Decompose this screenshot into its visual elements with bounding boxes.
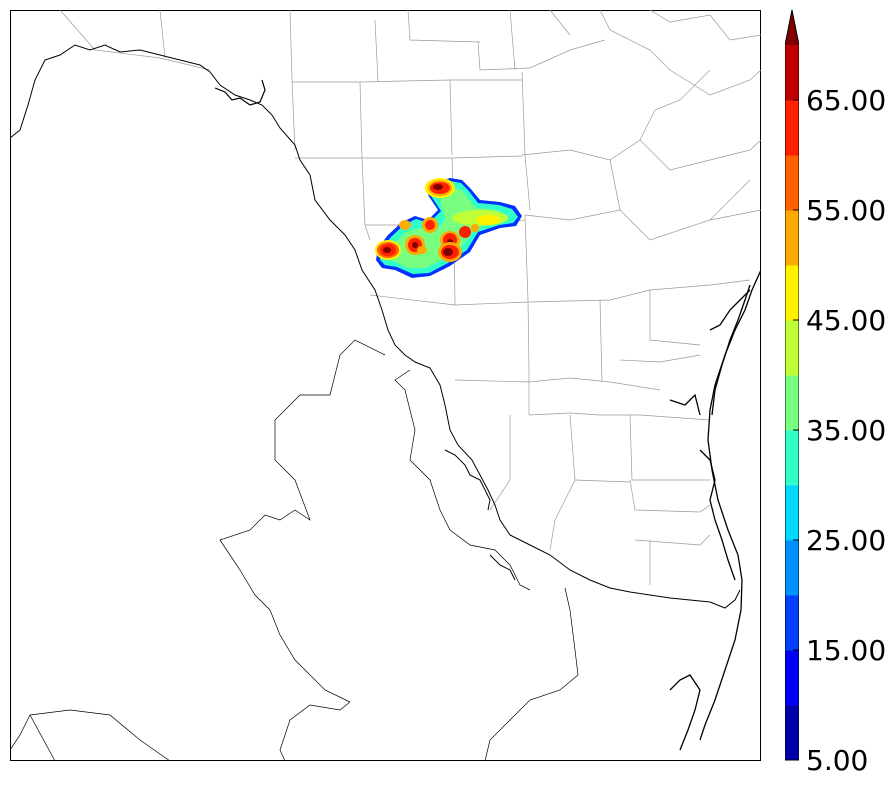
colorbar-segment	[785, 45, 799, 101]
colorbar-segment	[785, 595, 799, 651]
colorbar-label-5: 5.00	[806, 744, 869, 777]
colorbar-segment	[785, 265, 799, 321]
radar-echo	[375, 178, 522, 278]
colorbar-segment	[785, 540, 799, 596]
colorbar-segment	[785, 650, 799, 706]
colorbar-segment	[785, 375, 799, 431]
falcon-lake	[444, 449, 516, 581]
map	[10, 10, 761, 761]
colorbar-label-55: 55.00	[806, 194, 887, 227]
colorbar-segment	[785, 210, 799, 266]
colorbar-segment	[785, 430, 799, 486]
map-frame	[10, 10, 761, 761]
colorbar-segment	[785, 485, 799, 541]
mexico-state-borders	[10, 339, 579, 761]
colorbar-segment	[785, 155, 799, 211]
colorbar-segment	[785, 705, 799, 761]
gulf-coastline	[669, 269, 761, 751]
county-boundaries	[59, 10, 761, 585]
colorbar-segment	[785, 100, 799, 156]
colorbar-extend-arrow	[785, 10, 799, 45]
colorbar-label-15: 15.00	[806, 634, 887, 667]
colorbar-label-25: 25.00	[806, 524, 887, 557]
rio-grande-border	[10, 44, 741, 609]
colorbar-label-65: 65.00	[806, 84, 887, 117]
colorbar-label-35: 35.00	[806, 414, 887, 447]
colorbar-segment	[785, 320, 799, 376]
colorbar-label-45: 45.00	[806, 304, 887, 337]
lake-amistad	[214, 79, 266, 106]
colorbar	[785, 9, 799, 761]
